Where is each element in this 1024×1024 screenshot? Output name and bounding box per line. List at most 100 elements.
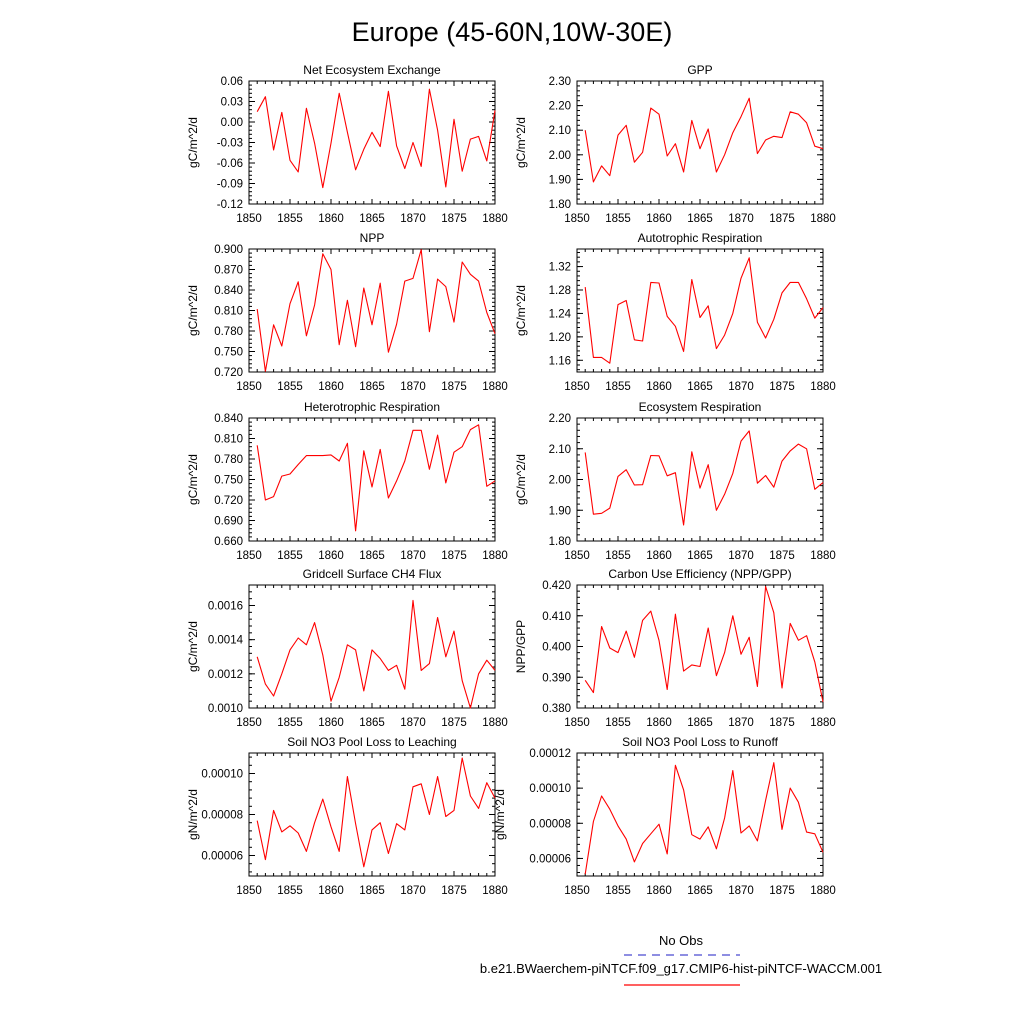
x-tick-label: 1880 xyxy=(810,885,836,897)
chart-panel-9: Soil NO3 Pool Loss to Leaching 1850 1855 18… xyxy=(186,735,508,897)
chart-panel-6: Ecosystem Respiration 1850 1855 1860 1865 187… xyxy=(514,400,836,562)
panel-title: Carbon Use Efficiency (NPP/GPP) xyxy=(608,567,791,581)
x-tick-label: 1855 xyxy=(277,213,303,225)
y-axis-label: gC/m^2/d xyxy=(186,454,200,505)
main-title: Europe (45-60N,10W-30E) xyxy=(352,17,673,47)
x-tick-label: 1865 xyxy=(359,213,385,225)
y-tick-label: -0.06 xyxy=(217,158,243,170)
y-tick-label: 0.06 xyxy=(221,76,243,88)
x-tick-label: 1855 xyxy=(277,717,303,729)
y-tick-label: 0.0014 xyxy=(208,635,244,647)
y-tick-label: -0.03 xyxy=(217,138,243,150)
x-tick-label: 1860 xyxy=(646,213,672,225)
y-tick-label: 0.420 xyxy=(542,580,571,592)
y-tick-label: 0.0016 xyxy=(208,601,243,613)
x-tick-label: 1860 xyxy=(646,381,672,393)
x-tick-label: 1855 xyxy=(605,381,631,393)
x-tick-label: 1855 xyxy=(277,381,303,393)
x-tick-label: 1865 xyxy=(687,885,713,897)
y-tick-label: 1.32 xyxy=(549,262,571,274)
series-line xyxy=(584,762,824,875)
plot-frame xyxy=(248,417,496,542)
y-tick-label: 0.00008 xyxy=(201,810,243,822)
y-tick-label: 0.03 xyxy=(221,97,243,109)
y-tick-label: 0.750 xyxy=(214,347,243,359)
x-tick-label: 1865 xyxy=(359,717,385,729)
x-tick-label: 1880 xyxy=(810,213,836,225)
y-tick-label: 0.660 xyxy=(214,536,243,548)
y-axis-label: gC/m^2/d xyxy=(514,454,528,505)
y-axis-label: gN/m^2/d xyxy=(493,789,507,840)
y-tick-label: 2.00 xyxy=(549,150,571,162)
y-tick-label: 0.810 xyxy=(214,306,243,318)
x-tick-label: 1865 xyxy=(687,717,713,729)
x-tick-label: 1850 xyxy=(564,550,590,562)
y-tick-label: 1.90 xyxy=(549,174,571,186)
x-tick-label: 1850 xyxy=(236,885,262,897)
x-tick-label: 1880 xyxy=(810,550,836,562)
x-tick-label: 1875 xyxy=(441,717,467,729)
y-axis-label: gC/m^2/d xyxy=(514,117,528,168)
y-tick-label: 1.80 xyxy=(549,199,571,211)
y-tick-label: 0.720 xyxy=(214,495,243,507)
x-tick-label: 1850 xyxy=(236,381,262,393)
panel-title: Gridcell Surface CH4 Flux xyxy=(303,567,442,581)
x-tick-label: 1870 xyxy=(400,213,426,225)
y-tick-label: 0.00006 xyxy=(201,851,243,863)
y-tick-label: 2.20 xyxy=(549,101,571,113)
x-tick-label: 1850 xyxy=(564,381,590,393)
series-line xyxy=(256,249,496,372)
legend-case-label: b.e21.BWaerchem-piNTCF.f09_g17.CMIP6-his… xyxy=(480,961,882,976)
plot-frame xyxy=(576,752,824,877)
x-tick-label: 1870 xyxy=(400,717,426,729)
y-tick-label: 1.16 xyxy=(549,355,571,367)
panel-title: Soil NO3 Pool Loss to Runoff xyxy=(622,735,779,749)
y-tick-label: 0.00 xyxy=(221,117,243,129)
series-line xyxy=(584,257,824,364)
x-tick-label: 1860 xyxy=(646,550,672,562)
y-axis-label: gC/m^2/d xyxy=(186,285,200,336)
x-tick-label: 1870 xyxy=(728,213,754,225)
x-tick-label: 1860 xyxy=(646,717,672,729)
x-tick-label: 1875 xyxy=(769,381,795,393)
x-tick-label: 1860 xyxy=(646,885,672,897)
y-tick-label: 0.00008 xyxy=(529,818,571,830)
x-tick-label: 1875 xyxy=(769,550,795,562)
x-tick-label: 1850 xyxy=(236,717,262,729)
x-tick-label: 1870 xyxy=(400,381,426,393)
y-tick-label: 1.24 xyxy=(549,308,572,320)
y-axis-label: gN/m^2/d xyxy=(186,789,200,840)
series-line xyxy=(256,599,496,709)
x-tick-label: 1870 xyxy=(728,885,754,897)
x-tick-label: 1880 xyxy=(482,213,508,225)
x-tick-label: 1850 xyxy=(564,717,590,729)
x-tick-label: 1860 xyxy=(318,213,344,225)
y-tick-label: 2.30 xyxy=(549,76,571,88)
y-tick-label: 1.20 xyxy=(549,332,571,344)
x-tick-label: 1875 xyxy=(769,885,795,897)
panel-title: Heterotrophic Respiration xyxy=(304,400,440,414)
panel-title: GPP xyxy=(687,63,712,77)
x-tick-label: 1875 xyxy=(441,550,467,562)
x-tick-label: 1855 xyxy=(605,213,631,225)
y-tick-label: -0.12 xyxy=(217,199,243,211)
series-line xyxy=(584,585,824,703)
x-tick-label: 1860 xyxy=(318,885,344,897)
x-tick-label: 1850 xyxy=(564,213,590,225)
x-tick-label: 1880 xyxy=(810,717,836,729)
x-tick-label: 1855 xyxy=(277,885,303,897)
y-tick-label: 0.410 xyxy=(542,611,571,623)
x-tick-label: 1875 xyxy=(441,213,467,225)
y-tick-label: 0.780 xyxy=(214,326,243,338)
plot-frame xyxy=(248,248,496,373)
y-tick-label: 2.00 xyxy=(549,475,571,487)
y-tick-label: 0.840 xyxy=(214,285,243,297)
panel-grid: Net Ecosystem Exchange 1850 1855 1860 1865 18… xyxy=(186,63,836,897)
legend-obs-label: No Obs xyxy=(659,933,704,948)
y-tick-label: 0.720 xyxy=(214,367,243,379)
panel-title: NPP xyxy=(360,231,385,245)
y-tick-label: 0.750 xyxy=(214,475,243,487)
y-tick-label: 0.390 xyxy=(542,672,571,684)
x-tick-label: 1870 xyxy=(400,885,426,897)
